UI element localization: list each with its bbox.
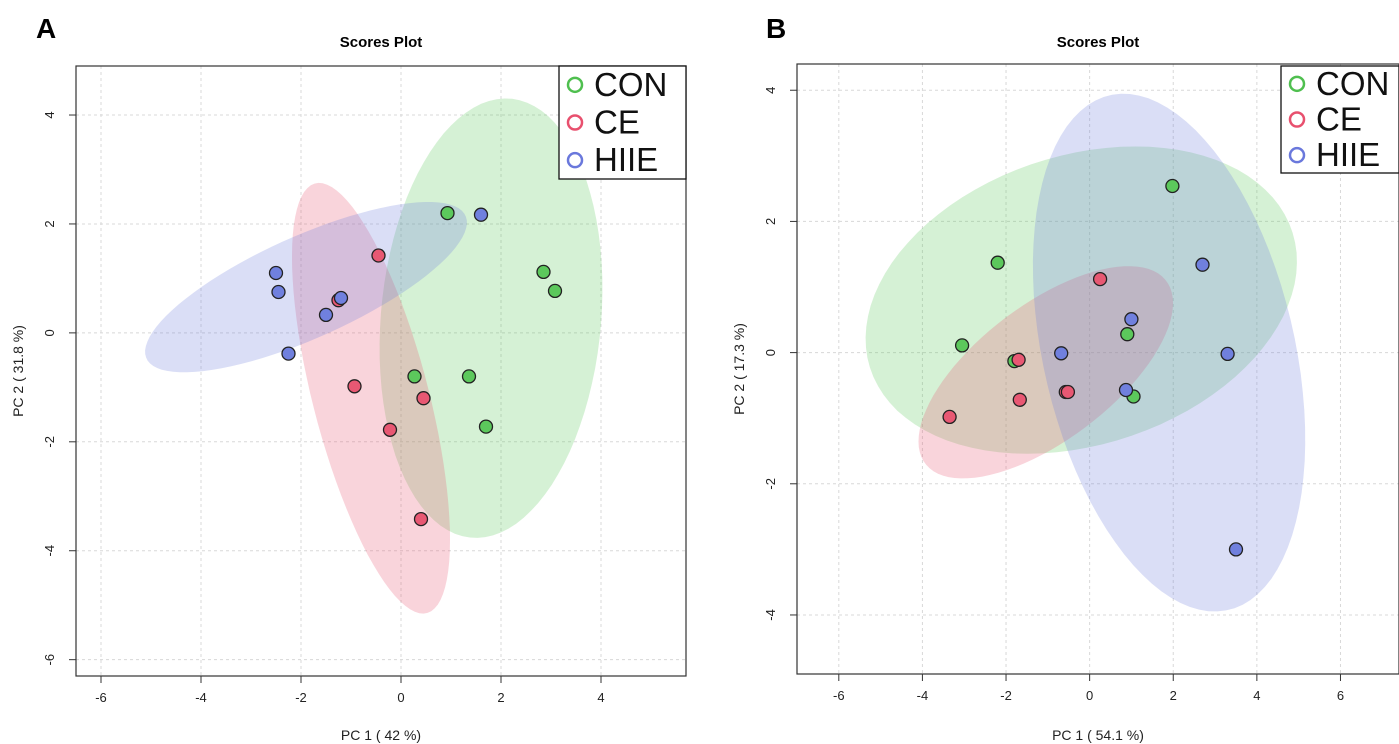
point-ce — [382, 422, 398, 437]
point-hiie — [318, 307, 334, 323]
legend-box — [1280, 65, 1399, 174]
y-tick-label: 2 — [763, 218, 778, 225]
legend-marker-con — [1288, 75, 1306, 93]
panel-letter: B — [766, 13, 786, 44]
point-hiie — [1124, 312, 1139, 327]
point-hiie — [271, 284, 286, 300]
point-con — [1120, 327, 1135, 342]
ellipse-hiie — [1032, 93, 1306, 612]
x-tick-label: 2 — [497, 690, 504, 705]
legend-box — [558, 65, 687, 180]
y-tick-label: 0 — [42, 329, 57, 336]
point-ce — [416, 391, 431, 406]
plot-frame — [796, 63, 1399, 675]
ellipse-con — [379, 98, 603, 538]
ellipse-hiie — [145, 202, 467, 373]
point-con — [990, 255, 1005, 270]
point-hiie — [1118, 382, 1134, 398]
y-tick-label: -6 — [42, 654, 57, 666]
panel-a: A Scores Plot -6 -4 -2 0 2 4 -6 -4 -2 0 2 4 PC 1 ( 42 … — [10, 13, 687, 743]
confidence-ellipses — [145, 98, 603, 614]
x-tick-label: 4 — [1253, 688, 1260, 703]
y-tick-label: 4 — [763, 87, 778, 94]
legend-label-con: CON — [594, 66, 667, 103]
y-tick-label: -4 — [42, 545, 57, 557]
point-hiie — [1228, 542, 1244, 557]
x-tick-label: 0 — [1086, 688, 1093, 703]
x-tick-label: 4 — [597, 690, 604, 705]
point-con — [478, 419, 494, 434]
point-hiie — [473, 207, 489, 222]
plot-frame — [75, 65, 687, 677]
point-hiie — [333, 290, 349, 306]
x-tick-label: 2 — [1170, 688, 1177, 703]
ellipse-ce — [918, 266, 1173, 479]
y-tick-label: -2 — [763, 478, 778, 490]
point-con — [954, 338, 970, 353]
point-hiie — [1195, 257, 1210, 272]
legend-marker-hiie — [566, 151, 584, 169]
y-tick-label: -4 — [763, 609, 778, 621]
legend-marker-ce — [566, 114, 584, 131]
x-tick-label: -4 — [917, 688, 929, 703]
legend-marker-con — [566, 76, 584, 94]
legend-marker-ce — [1288, 111, 1306, 128]
x-tick-label: -2 — [1000, 688, 1012, 703]
point-ce — [942, 409, 957, 425]
chart-title: Scores Plot — [1057, 34, 1140, 51]
x-tick-label: -4 — [195, 690, 207, 705]
ellipse-con — [865, 146, 1297, 454]
point-con — [536, 264, 551, 280]
legend-label-hiie: HIIE — [594, 141, 658, 178]
legend-label-ce: CE — [594, 104, 640, 141]
point-ce — [1012, 392, 1027, 407]
legend-label-hiie: HIIE — [1316, 136, 1380, 173]
y-tick-label: 4 — [42, 111, 57, 118]
point-hiie — [268, 265, 284, 281]
point-ce — [1092, 271, 1108, 287]
y-tick-label: -2 — [42, 436, 57, 448]
x-tick-label: -6 — [833, 688, 845, 703]
legend-marker-hiie — [1288, 146, 1306, 164]
point-ce — [347, 379, 362, 394]
ellipse-ce — [292, 182, 450, 614]
y-tick-label: 2 — [42, 220, 57, 227]
x-tick-label: -2 — [295, 690, 307, 705]
point-ce — [1011, 352, 1026, 367]
data-points — [942, 178, 1244, 557]
x-tick-label: -6 — [95, 690, 107, 705]
point-con — [407, 369, 422, 384]
panel-letter: A — [36, 13, 56, 44]
point-con — [1165, 178, 1180, 194]
y-tick-label: 0 — [763, 349, 778, 356]
x-tick-label: 0 — [397, 690, 404, 705]
x-axis-label: PC 1 ( 42 %) — [341, 727, 421, 743]
chart-title: Scores Plot — [340, 34, 423, 51]
x-axis-label: PC 1 ( 54.1 %) — [1052, 727, 1144, 743]
point-hiie — [1054, 346, 1069, 361]
y-axis-label: PC 2 ( 31.8 %) — [10, 325, 26, 417]
x-tick-label: 6 — [1337, 688, 1344, 703]
point-ce — [1060, 384, 1076, 400]
point-con — [461, 369, 477, 384]
y-axis-label: PC 2 ( 17.3 %) — [731, 323, 747, 415]
panel-b: B Scores Plot -6 -4 -2 0 2 4 6 -4 -2 0 2 4 PC 1 ( 54.1… — [731, 13, 1399, 743]
data-points — [268, 205, 563, 527]
point-hiie — [281, 346, 296, 361]
point-con — [547, 283, 563, 299]
gridlines — [797, 64, 1399, 674]
point-ce — [371, 248, 386, 263]
legend-label-ce: CE — [1316, 101, 1362, 138]
confidence-ellipses — [865, 93, 1306, 612]
legend-label-con: CON — [1316, 65, 1389, 102]
point-hiie — [1220, 346, 1235, 362]
point-con — [440, 205, 455, 221]
point-ce — [413, 511, 429, 527]
